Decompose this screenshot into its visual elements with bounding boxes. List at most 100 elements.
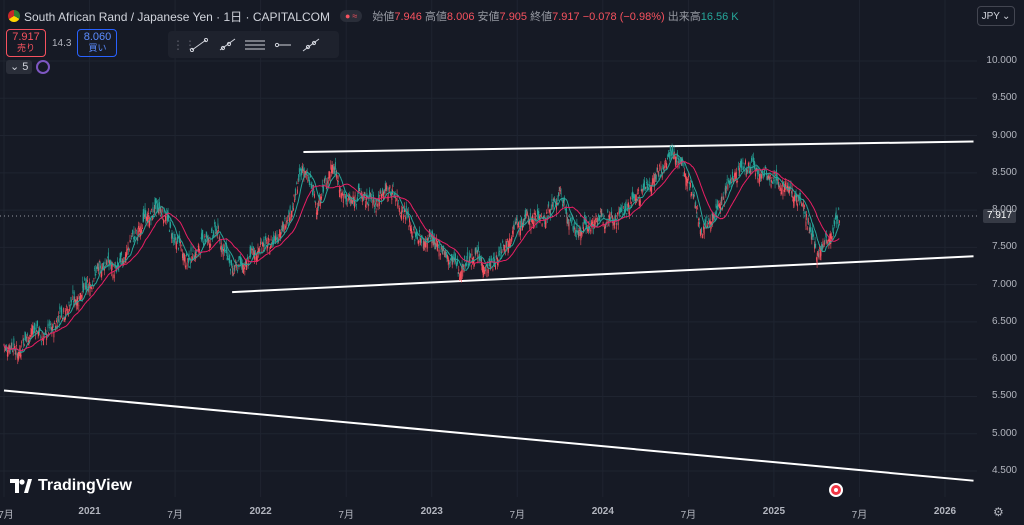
indicators-toggle[interactable]: ⌄ 5: [6, 60, 33, 74]
symbol-title[interactable]: South African Rand / Japanese Yen · 1日 ·…: [24, 9, 330, 24]
ma-slow-line: [3, 161, 840, 352]
candle: [644, 180, 645, 187]
candle: [831, 236, 833, 240]
candle: [810, 227, 811, 232]
candle: [768, 176, 769, 178]
candle: [568, 221, 570, 230]
candle: [80, 295, 82, 297]
candle: [40, 336, 42, 338]
candle: [679, 158, 681, 159]
candle: [286, 221, 288, 222]
candle: [373, 200, 375, 203]
candle: [278, 234, 280, 239]
candle: [382, 192, 384, 196]
ray-icon[interactable]: [216, 35, 238, 55]
candle: [357, 185, 359, 189]
candle: [344, 194, 346, 197]
candle: [756, 170, 758, 172]
replay-bullet-icon[interactable]: [829, 483, 843, 497]
tradingview-logo[interactable]: TradingView: [10, 477, 132, 495]
candle: [391, 197, 393, 201]
candle: [665, 160, 666, 161]
candle: [562, 203, 563, 207]
candle: [342, 193, 344, 196]
candle: [186, 263, 188, 267]
candle: [262, 242, 264, 247]
time-tick-label: 7月: [680, 510, 697, 521]
candle: [411, 232, 413, 240]
candle: [825, 231, 827, 239]
candle: [703, 226, 705, 230]
candle: [715, 203, 717, 208]
candle: [65, 306, 67, 307]
candle: [647, 180, 649, 184]
candle: [100, 274, 102, 277]
candle: [339, 189, 341, 198]
candle: [387, 187, 389, 191]
candle: [95, 274, 97, 276]
gear-icon[interactable]: ⚙: [993, 505, 1004, 519]
candle: [686, 181, 688, 190]
candle: [637, 196, 639, 199]
candle: [551, 199, 553, 202]
candle: [309, 181, 311, 186]
candle: [689, 182, 691, 187]
spread-value: 14.3: [52, 37, 72, 49]
candle: [409, 223, 411, 228]
candle: [483, 266, 485, 274]
candle: [655, 177, 657, 178]
candle: [663, 167, 664, 170]
candle: [231, 270, 233, 274]
legend-toggle[interactable]: ● ≈: [339, 10, 363, 22]
candle: [142, 227, 143, 229]
buy-button[interactable]: 8.060 買い: [77, 29, 118, 57]
candle: [130, 241, 132, 243]
candle: [806, 227, 808, 230]
candle: [673, 149, 675, 152]
candle: [808, 220, 809, 222]
candle: [390, 192, 392, 195]
trend-line-icon[interactable]: [188, 35, 210, 55]
candle: [297, 182, 299, 184]
candle: [159, 202, 160, 208]
candle: [287, 220, 288, 221]
extended-line-icon[interactable]: [300, 35, 322, 55]
currency-selector[interactable]: JPY ⌄: [977, 6, 1015, 26]
drag-grip-icon[interactable]: ⋮⋮: [172, 37, 196, 52]
parallel-lines-icon[interactable]: [244, 35, 266, 55]
candle: [268, 238, 269, 240]
candle: [625, 203, 627, 209]
candle: [635, 198, 637, 201]
candle: [756, 168, 758, 175]
candle: [372, 199, 374, 206]
price-tick-label: 5.500: [991, 390, 1017, 402]
candle: [314, 200, 316, 203]
candle: [726, 179, 728, 181]
horizontal-ray-icon[interactable]: [272, 35, 294, 55]
candle: [166, 215, 168, 221]
candle: [207, 235, 209, 238]
candle: [718, 204, 720, 205]
candle: [775, 169, 777, 181]
candle: [500, 252, 502, 254]
candle: [264, 248, 265, 250]
candle: [474, 263, 475, 265]
candle: [688, 182, 690, 183]
candle: [632, 195, 634, 199]
candle: [3, 344, 5, 346]
candle: [227, 251, 229, 258]
candle: [183, 254, 185, 258]
sell-button[interactable]: 7.917 売り: [6, 29, 46, 57]
candle: [785, 182, 787, 188]
candle: [559, 188, 561, 190]
candle: [778, 183, 780, 188]
indicator-status-icon[interactable]: [36, 60, 51, 74]
candle: [73, 301, 75, 303]
candle: [52, 326, 54, 332]
candle: [707, 223, 709, 225]
candle: [214, 222, 216, 225]
candle: [821, 245, 823, 251]
candle: [435, 243, 437, 248]
candle: [289, 206, 291, 212]
